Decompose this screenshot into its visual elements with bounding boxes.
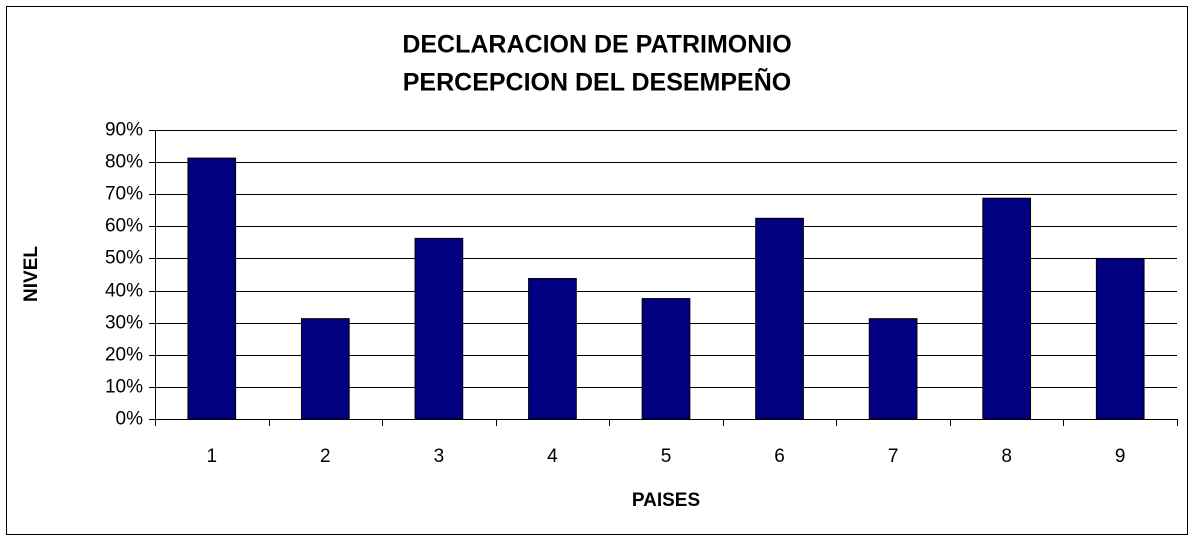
- bar: [1095, 257, 1145, 420]
- bar: [641, 298, 691, 420]
- x-tick-label: 4: [547, 446, 558, 467]
- y-tick-label: 70%: [105, 184, 143, 205]
- bar: [300, 318, 350, 420]
- y-tick-label: 80%: [105, 152, 143, 173]
- x-tick-label: 7: [888, 446, 899, 467]
- y-tick-label: 0%: [116, 409, 144, 430]
- x-tick-label: 8: [1001, 446, 1012, 467]
- bar: [982, 197, 1032, 420]
- y-tick-label: 60%: [105, 216, 143, 237]
- x-tick-label: 5: [661, 446, 672, 467]
- y-tick-label: 20%: [105, 345, 143, 366]
- y-tick-label: 30%: [105, 313, 143, 334]
- y-tick-label: 10%: [105, 377, 143, 398]
- y-tick-label: 40%: [105, 281, 143, 302]
- x-tick-label: 9: [1115, 446, 1126, 467]
- y-tick-label: 50%: [105, 248, 143, 269]
- bar: [414, 237, 464, 420]
- x-tick-label: 6: [774, 446, 785, 467]
- x-axis-title: PAISES: [632, 490, 700, 511]
- y-tick-label: 90%: [105, 120, 143, 141]
- chart-title: PERCEPCION DEL DESEMPEÑO: [403, 67, 792, 97]
- y-axis-title: NIVEL: [21, 246, 42, 302]
- bar: [187, 157, 237, 420]
- bar: [528, 278, 577, 420]
- x-tick-label: 1: [206, 446, 217, 467]
- bar: [868, 318, 918, 420]
- x-tick-label: 2: [320, 446, 331, 467]
- bar: [755, 217, 804, 420]
- x-tick-label: 3: [434, 446, 445, 467]
- chart-title: DECLARACION DE PATRIMONIO: [402, 31, 791, 59]
